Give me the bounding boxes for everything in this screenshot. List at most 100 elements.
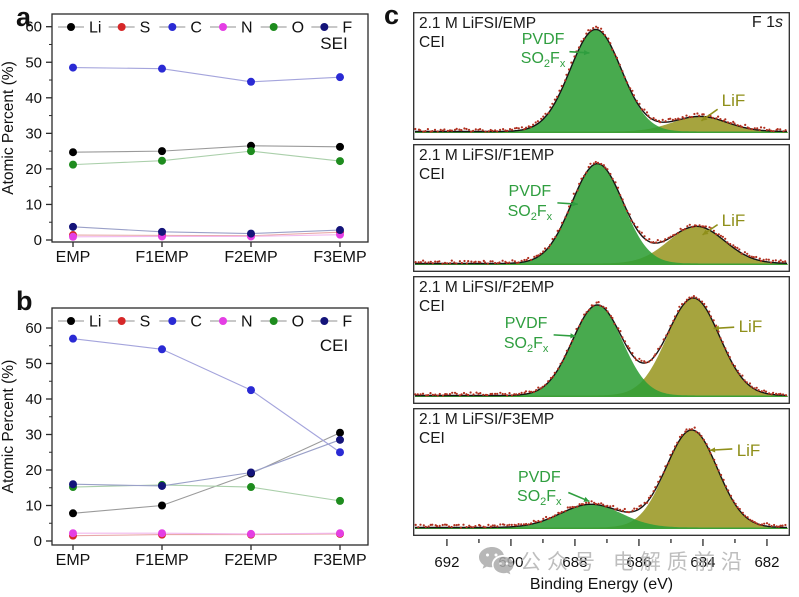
data-dot <box>534 520 537 523</box>
data-dot <box>518 392 521 395</box>
data-dot <box>589 29 592 32</box>
data-dot <box>770 524 773 528</box>
data-dot <box>491 392 494 395</box>
data-dot <box>561 221 564 224</box>
data-dot <box>455 262 458 265</box>
data-dot <box>585 501 588 504</box>
data-dot <box>524 390 528 393</box>
xps-spectra-panel: 2.1 M LiFSI/EMP CEI F 1s PVDF SO2Fx LiF 2.1 M … <box>396 0 799 597</box>
data-dot <box>759 259 763 262</box>
legend-item-C: C <box>159 20 202 37</box>
data-point-C <box>69 63 77 72</box>
y-tick-label: 40 <box>25 391 42 408</box>
pvdf-arrow-head <box>583 496 590 502</box>
data-dot <box>489 392 492 396</box>
data-dot <box>652 490 655 493</box>
data-dot <box>557 367 560 370</box>
data-dot <box>715 463 718 467</box>
spectrum-title: 2.1 M LiFSI/F3EMP CEI <box>419 410 554 449</box>
data-dot <box>777 260 781 263</box>
data-dot <box>551 515 555 518</box>
data-dot <box>693 112 696 116</box>
data-dot <box>605 307 608 310</box>
data-dot <box>752 256 755 259</box>
data-dot <box>667 236 670 239</box>
data-dot <box>644 361 647 364</box>
data-dot <box>784 260 787 263</box>
data-dot <box>551 237 554 241</box>
data-dot <box>589 162 592 165</box>
data-dot <box>684 430 687 433</box>
pvdf-so2fx-label: PVDF SO2Fx <box>517 469 562 509</box>
legend-marker <box>168 23 177 31</box>
data-dot <box>434 393 437 396</box>
y-tick-label: 30 <box>25 125 42 142</box>
electrolyte-label: 2.1 M LiFSI/EMP <box>419 15 537 32</box>
data-dot <box>711 116 714 119</box>
data-dot <box>595 301 598 304</box>
data-dot <box>582 37 585 40</box>
data-dot <box>515 126 518 130</box>
data-dot <box>729 122 732 125</box>
pvdf-so2fx-label: PVDF SO2Fx <box>520 30 566 71</box>
data-dot <box>685 298 689 301</box>
x-tick-label: 692 <box>434 554 460 571</box>
data-dot <box>506 394 509 397</box>
data-dot <box>502 128 505 131</box>
data-dot <box>499 128 502 131</box>
x-tick-label: F3EMP <box>313 249 366 266</box>
data-dot <box>721 235 724 238</box>
data-dot <box>698 432 701 435</box>
data-dot <box>628 213 631 216</box>
lif-arrow-head <box>702 229 709 235</box>
data-dot <box>482 393 485 396</box>
data-dot <box>523 391 526 394</box>
data-dot <box>736 369 739 372</box>
panel-a-letter: a <box>16 2 32 32</box>
data-dot <box>698 224 701 227</box>
data-point-Li <box>336 428 344 437</box>
data-dot <box>662 471 665 474</box>
data-dot <box>433 128 437 131</box>
data-dot <box>729 243 732 246</box>
data-dot <box>669 324 672 327</box>
data-dot <box>416 393 419 396</box>
data-dot <box>510 394 513 397</box>
data-dot <box>539 387 542 390</box>
spectrum-box <box>413 276 790 404</box>
data-dot <box>636 225 639 229</box>
data-dot <box>587 501 590 504</box>
data-dot <box>768 392 771 395</box>
interface-label: CEI <box>419 34 445 52</box>
data-dot <box>547 380 550 383</box>
data-dot <box>539 252 542 255</box>
legend-label: S <box>140 314 151 331</box>
series-line-S <box>72 231 341 237</box>
data-dot <box>777 393 780 396</box>
data-dot <box>489 525 492 528</box>
y-tick-label: 60 <box>25 19 42 36</box>
data-dot <box>530 258 533 261</box>
inside-label: SEI <box>320 34 347 53</box>
data-dot <box>506 524 509 527</box>
y-tick-label: 0 <box>34 232 42 249</box>
data-dot <box>493 524 496 527</box>
data-dot <box>522 523 525 526</box>
data-dot <box>460 261 463 265</box>
plot-box <box>51 307 369 546</box>
data-dot <box>414 261 417 264</box>
legend-marker <box>320 317 329 325</box>
data-dot <box>486 262 489 265</box>
data-dot <box>592 162 595 165</box>
data-dot <box>530 390 533 393</box>
data-dot <box>698 114 701 117</box>
data-dot <box>606 310 609 313</box>
data-dot <box>733 365 736 368</box>
data-point-C <box>247 77 255 86</box>
data-dot <box>570 61 573 64</box>
lif-arrow-head <box>701 115 708 121</box>
data-dot <box>501 392 504 396</box>
data-dot <box>646 501 649 504</box>
data-dot <box>674 118 677 121</box>
data-dot <box>614 508 617 511</box>
